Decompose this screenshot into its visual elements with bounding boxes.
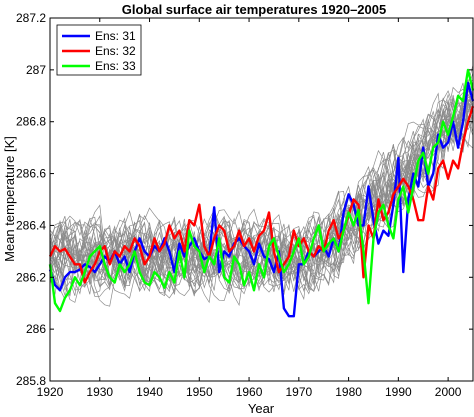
legend-label: Ens: 31 bbox=[95, 29, 136, 43]
series-line-ens-33 bbox=[48, 68, 474, 313]
plot-frame bbox=[49, 17, 474, 382]
y-tick-label: 286.4 bbox=[16, 218, 46, 232]
ensemble-member-line bbox=[49, 84, 474, 293]
ensemble-member-line bbox=[49, 64, 474, 295]
y-tick-label: 286.6 bbox=[16, 167, 46, 181]
x-tick-label: 1940 bbox=[136, 385, 163, 399]
x-tick-label: 1960 bbox=[236, 385, 263, 399]
x-tick-label: 1970 bbox=[285, 385, 312, 399]
y-axis-ticks: 285.8 286 286.2 286.4 286.6 286.8 287 287.2 bbox=[16, 11, 473, 388]
x-tick-label: 2000 bbox=[435, 385, 462, 399]
y-tick-label: 286.2 bbox=[16, 270, 46, 284]
ensemble-member-line bbox=[49, 98, 474, 295]
highlight-series bbox=[48, 68, 474, 318]
legend-label: Ens: 33 bbox=[95, 59, 136, 73]
x-axis-ticks: 1920 1930 1940 1950 1960 1970 1980 1990 2000 bbox=[37, 18, 462, 399]
x-tick-label: 1980 bbox=[335, 385, 362, 399]
series-line-ens-31 bbox=[48, 81, 474, 318]
series-line-ens-32 bbox=[48, 105, 474, 284]
x-axis-label: Year bbox=[248, 401, 275, 416]
ensemble-member-line bbox=[49, 94, 474, 295]
legend-label: Ens: 32 bbox=[95, 44, 136, 58]
x-tick-label: 1920 bbox=[37, 385, 64, 399]
ensemble-member-line bbox=[49, 99, 474, 299]
y-tick-label: 287 bbox=[26, 63, 46, 77]
x-tick-label: 1990 bbox=[385, 385, 412, 399]
x-tick-label: 1930 bbox=[86, 385, 113, 399]
y-axis-label: Mean temperature [K] bbox=[2, 136, 17, 262]
y-tick-label: 286.8 bbox=[16, 115, 46, 129]
y-tick-label: 286 bbox=[26, 322, 46, 336]
x-tick-label: 1950 bbox=[186, 385, 213, 399]
y-tick-label: 285.8 bbox=[16, 374, 46, 388]
y-tick-label: 287.2 bbox=[16, 11, 46, 25]
chart-title: Global surface air temperatures 1920–200… bbox=[122, 2, 386, 17]
